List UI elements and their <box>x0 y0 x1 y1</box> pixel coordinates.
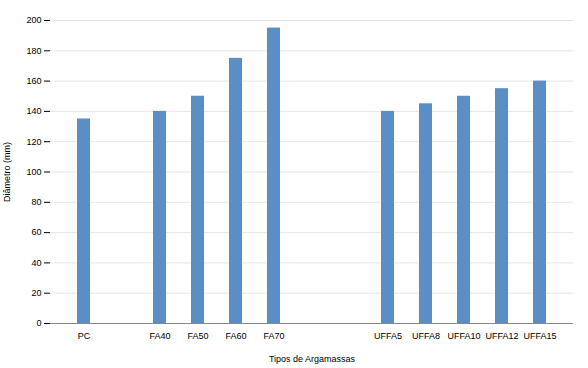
svg-text:120: 120 <box>26 137 41 147</box>
svg-text:PC: PC <box>78 331 91 341</box>
svg-text:160: 160 <box>26 76 41 86</box>
svg-text:UFFA10: UFFA10 <box>447 331 480 341</box>
svg-text:FA50: FA50 <box>187 331 208 341</box>
svg-text:UFFA5: UFFA5 <box>374 331 402 341</box>
svg-text:40: 40 <box>31 258 41 268</box>
svg-text:20: 20 <box>31 288 41 298</box>
svg-text:Diâmetro (mm): Diâmetro (mm) <box>2 142 12 202</box>
svg-text:Tipos de Argamassas: Tipos de Argamassas <box>269 354 356 364</box>
svg-text:0: 0 <box>36 318 41 328</box>
svg-text:200: 200 <box>26 15 41 25</box>
svg-text:FA60: FA60 <box>225 331 246 341</box>
svg-text:UFFA15: UFFA15 <box>523 331 556 341</box>
svg-text:140: 140 <box>26 106 41 116</box>
svg-text:UFFA12: UFFA12 <box>485 331 518 341</box>
svg-text:80: 80 <box>31 197 41 207</box>
svg-text:100: 100 <box>26 167 41 177</box>
svg-text:UFFA8: UFFA8 <box>412 331 440 341</box>
svg-text:60: 60 <box>31 227 41 237</box>
svg-text:180: 180 <box>26 46 41 56</box>
svg-text:FA40: FA40 <box>149 331 170 341</box>
svg-text:FA70: FA70 <box>263 331 284 341</box>
